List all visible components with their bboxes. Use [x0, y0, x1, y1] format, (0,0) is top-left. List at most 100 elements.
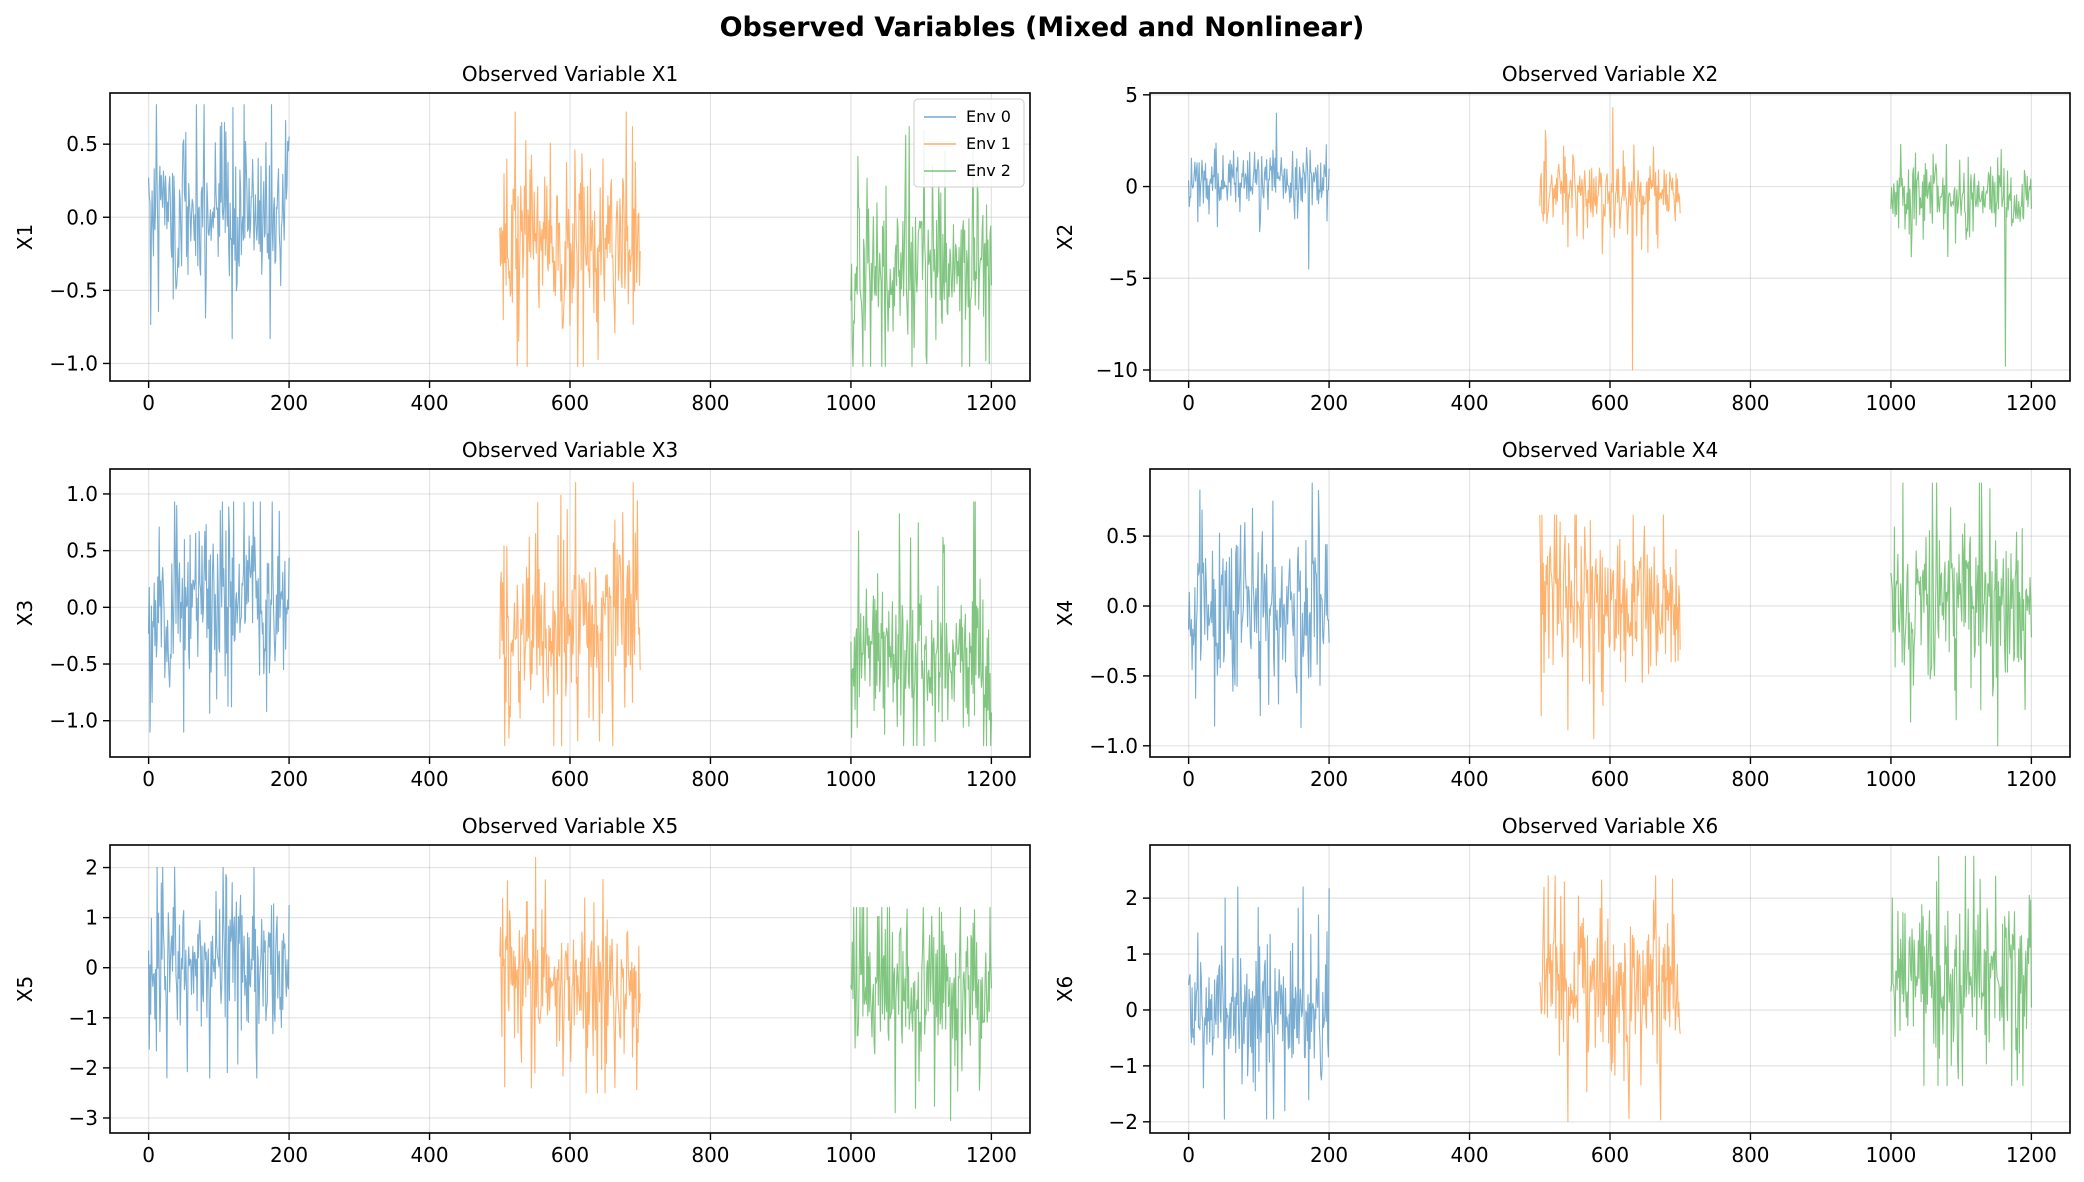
subplot-x5-ytick-label-1: −2: [69, 1056, 98, 1080]
subplot-x5-xtick-label-1000: 1000: [825, 1143, 876, 1167]
subplot-x3-ytick-label-1: −0.5: [49, 652, 98, 676]
subplot-x1-legend-label-env2: Env 2: [966, 161, 1011, 180]
subplot-x6-title: Observed Variable X6: [1502, 814, 1718, 838]
subplot-x1-xtick-label-600: 600: [551, 391, 589, 415]
figure-suptitle: Observed Variables (Mixed and Nonlinear): [720, 12, 1365, 43]
subplot-x5-xtick-label-1200: 1200: [966, 1143, 1017, 1167]
subplot-x2-xtick-label-600: 600: [1591, 391, 1629, 415]
subplot-x4-xtick-label-200: 200: [1310, 767, 1348, 791]
subplot-x4-series-env0: [1188, 482, 1330, 729]
subplot-x4-xtick-label-1000: 1000: [1865, 767, 1916, 791]
subplot-x2-title: Observed Variable X2: [1502, 62, 1718, 86]
subplot-x6-series-env1: [1539, 875, 1681, 1123]
subplot-x3-xtick-label-800: 800: [691, 767, 729, 791]
subplot-x2-xtick-label-1200: 1200: [2006, 391, 2057, 415]
subplot-x3-series-env2: [850, 501, 992, 747]
subplot-x4-ytick-label-3: 0.5: [1106, 524, 1138, 548]
subplot-x5-ytick-label-2: −1: [69, 1006, 98, 1030]
subplot-x5-xtick-label-800: 800: [691, 1143, 729, 1167]
subplot-x2-ytick-label-1: −5: [1109, 266, 1138, 290]
subplot-x1-series-env0: [148, 104, 290, 340]
subplot-x5-series-env1: [499, 856, 641, 1094]
subplot-x3: 0 200 400 600 800 1000 1200 −1.0 −0.5 0.0 0.5 1.0 Ob…: [13, 438, 1031, 791]
subplot-x3-series-env1: [499, 482, 641, 747]
subplot-x6-xtick-label-800: 800: [1731, 1143, 1769, 1167]
subplot-x5-ytick-label-5: 2: [85, 856, 98, 880]
subplot-x3-xtick-label-200: 200: [270, 767, 308, 791]
subplot-x5-series-env0: [148, 866, 290, 1079]
subplot-x3-xtick-label-0: 0: [142, 767, 155, 791]
subplot-x1-xtick-label-800: 800: [691, 391, 729, 415]
subplot-x1-xtick-label-0: 0: [142, 391, 155, 415]
subplot-x4-xtick-label-1200: 1200: [2006, 767, 2057, 791]
subplot-x4-ytick-label-1: −0.5: [1089, 664, 1138, 688]
subplot-x6-ytick-label-3: 1: [1125, 942, 1138, 966]
subplot-x3-series-env0: [148, 501, 290, 733]
subplot-x1-ytick-label-1: −0.5: [49, 278, 98, 302]
subplot-x4: 0 200 400 600 800 1000 1200 −1.0 −0.5 0.0 0.5 Obser…: [1053, 438, 2071, 791]
subplot-x2-xtick-label-200: 200: [1310, 391, 1348, 415]
subplot-x3-title: Observed Variable X3: [462, 438, 678, 462]
subplot-x2-series-env2: [1890, 143, 2032, 367]
subplot-x5-xtick-label-200: 200: [270, 1143, 308, 1167]
subplot-x3-xtick-label-400: 400: [410, 767, 448, 791]
subplot-x1-xtick-label-1200: 1200: [966, 391, 1017, 415]
subplot-x4-ytick-label-2: 0.0: [1106, 594, 1138, 618]
subplot-x6-series-env2: [1890, 855, 2032, 1087]
subplot-x1-legend-label-env0: Env 0: [966, 107, 1011, 126]
subplot-x6-xtick-label-600: 600: [1591, 1143, 1629, 1167]
subplot-x2-xtick-label-400: 400: [1450, 391, 1488, 415]
subplot-x4-xtick-label-400: 400: [1450, 767, 1488, 791]
subplot-x6-xtick-label-200: 200: [1310, 1143, 1348, 1167]
subplot-x6: 0 200 400 600 800 1000 1200 −2 −1 0 1 2 Observed Var…: [1053, 814, 2071, 1167]
subplot-x6-ytick-label-2: 0: [1125, 998, 1138, 1022]
subplot-x2-xtick-label-0: 0: [1182, 391, 1195, 415]
subplot-x5-series-env2: [850, 907, 992, 1122]
subplot-x1-legend-box: [913, 98, 1025, 188]
subplot-x3-ytick-label-2: 0.0: [66, 595, 98, 619]
subplot-x6-ytick-label-4: 2: [1125, 886, 1138, 910]
subplot-x2: 0 200 400 600 800 1000 1200 −10 −5 0 5 Observed Var…: [1053, 62, 2071, 415]
subplot-x1-legend-label-env1: Env 1: [966, 134, 1011, 153]
subplot-x5-title: Observed Variable X5: [462, 814, 678, 838]
subplot-x6-ytick-label-1: −1: [1109, 1054, 1138, 1078]
subplot-x1-ytick-label-2: 0.0: [66, 205, 98, 229]
subplot-x2-ytick-label-2: 0: [1125, 175, 1138, 199]
subplot-x1-title: Observed Variable X1: [462, 62, 678, 86]
subplot-x5-xtick-label-0: 0: [142, 1143, 155, 1167]
subplot-x2-ytick-label-0: −10: [1096, 358, 1138, 382]
subplot-x4-title: Observed Variable X4: [1502, 438, 1718, 462]
subplot-x2-series-env0: [1188, 112, 1330, 270]
subplot-x5-ylabel: X5: [13, 976, 37, 1002]
subplot-x4-series-env2: [1890, 482, 2032, 747]
subplot-x4-xtick-label-600: 600: [1591, 767, 1629, 791]
subplot-x1-series-env1: [499, 111, 641, 367]
subplot-x5-ytick-label-3: 0: [85, 956, 98, 980]
subplot-x1-legend: Env 0 Env 1 Env 2: [913, 98, 1025, 188]
subplot-x1-ytick-label-3: 0.5: [66, 132, 98, 156]
subplot-x2-plot-area: [1150, 93, 2070, 381]
subplot-x1: 0 200 400 600 800 1000 1200 −1.0 −0.5 0.0 0.5 Obser…: [13, 62, 1031, 415]
subplot-x6-xtick-label-1000: 1000: [1865, 1143, 1916, 1167]
subplot-x3-ytick-label-3: 0.5: [66, 539, 98, 563]
subplot-x4-xtick-label-0: 0: [1182, 767, 1195, 791]
subplot-x4-ytick-label-0: −1.0: [1089, 734, 1138, 758]
subplot-x1-xtick-label-200: 200: [270, 391, 308, 415]
subplot-x2-ytick-label-3: 5: [1125, 83, 1138, 107]
subplot-x3-ytick-label-4: 1.0: [66, 482, 98, 506]
subplot-x3-xtick-label-600: 600: [551, 767, 589, 791]
subplot-x5-xtick-label-600: 600: [551, 1143, 589, 1167]
subplot-x6-xtick-label-1200: 1200: [2006, 1143, 2057, 1167]
subplot-x4-ylabel: X4: [1053, 600, 1077, 626]
subplot-x3-xtick-label-1000: 1000: [825, 767, 876, 791]
subplot-x2-series-env1: [1539, 107, 1681, 371]
subplot-x4-xtick-label-800: 800: [1731, 767, 1769, 791]
subplot-x6-ytick-label-0: −2: [1109, 1110, 1138, 1134]
subplot-x1-ylabel: X1: [13, 224, 37, 250]
subplot-x5-ytick-label-0: −3: [69, 1106, 98, 1130]
subplot-x3-ytick-label-0: −1.0: [49, 709, 98, 733]
subplot-x6-ylabel: X6: [1053, 976, 1077, 1002]
subplot-x1-series-env2: [850, 126, 992, 367]
subplot-x1-xtick-label-1000: 1000: [825, 391, 876, 415]
